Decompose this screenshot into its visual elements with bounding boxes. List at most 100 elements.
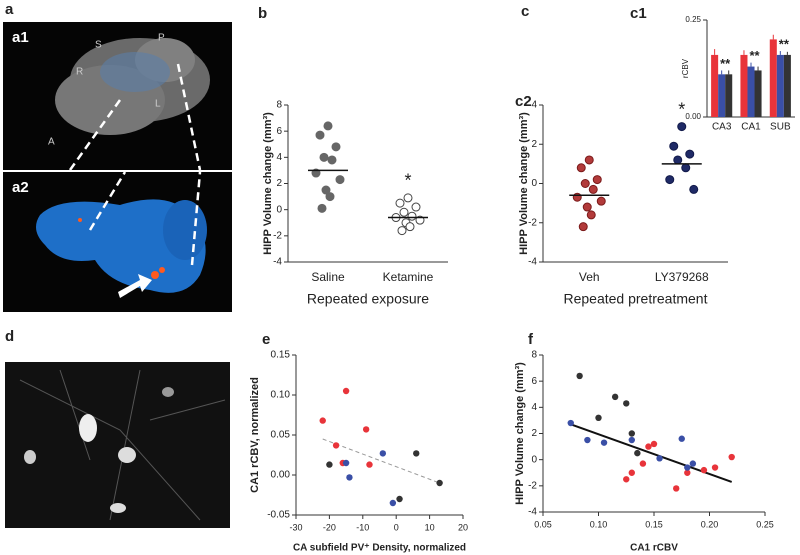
data-point xyxy=(669,141,679,151)
data-point xyxy=(389,499,397,507)
data-point xyxy=(346,474,353,481)
data-point xyxy=(567,419,574,427)
data-point xyxy=(379,450,387,457)
data-point xyxy=(611,393,619,401)
data-point xyxy=(639,460,647,467)
y-tick-label: -4 xyxy=(528,257,537,268)
y-tick-label: 0 xyxy=(531,178,537,189)
y-tick-label: 4 xyxy=(276,152,282,163)
image-annotation: S xyxy=(95,40,102,51)
image-annotation: R xyxy=(76,67,83,78)
data-point xyxy=(728,453,735,461)
image-annotation: L xyxy=(155,99,161,110)
y-tick-label: -2 xyxy=(273,230,282,241)
bar xyxy=(718,74,726,117)
data-point xyxy=(395,198,405,208)
y-axis-label: CA1 rCBV, normalized xyxy=(249,377,261,493)
y-tick-label: 6 xyxy=(531,376,537,387)
data-point xyxy=(681,163,691,173)
data-point xyxy=(586,210,596,220)
bar xyxy=(740,54,748,117)
data-point xyxy=(588,184,598,194)
data-point xyxy=(684,469,691,476)
y-tick-label: -2 xyxy=(528,217,537,228)
y-tick-label: -0.05 xyxy=(267,510,290,521)
image-annotation: P xyxy=(158,33,165,44)
bar xyxy=(769,39,777,117)
x-tick-label: SUB xyxy=(770,122,791,133)
data-point xyxy=(321,185,331,195)
y-tick-label: 2 xyxy=(276,178,282,189)
bar xyxy=(754,70,762,117)
bar xyxy=(776,54,784,117)
data-point xyxy=(397,226,407,236)
y-tick-label: 8 xyxy=(276,100,282,111)
bar xyxy=(725,74,733,117)
image-a2 xyxy=(3,171,232,312)
x-axis-label: CA subfield PV⁺ Density, normalized xyxy=(293,543,466,554)
y-axis-label: rCBV xyxy=(681,58,690,78)
panel-label: c xyxy=(521,3,529,20)
image-a1 xyxy=(3,22,232,171)
x-tick-label: 0.10 xyxy=(590,519,608,529)
data-point xyxy=(685,149,695,159)
data-point xyxy=(673,485,680,492)
trend-line xyxy=(570,423,733,483)
significance: ** xyxy=(720,56,731,71)
data-point xyxy=(407,211,417,221)
data-point xyxy=(595,414,602,421)
y-tick-label: 0.25 xyxy=(685,15,701,24)
data-point xyxy=(332,442,340,449)
data-point xyxy=(673,155,683,165)
y-tick-label: 4 xyxy=(531,100,537,111)
y-axis-label: HIPP Volume change (mm³) xyxy=(514,362,526,505)
y-tick-label: 0.05 xyxy=(271,430,291,441)
y-tick-label: 2 xyxy=(531,428,537,439)
panel-label: a xyxy=(5,1,14,18)
data-point xyxy=(578,222,588,232)
bar xyxy=(747,66,755,117)
data-point xyxy=(689,184,699,194)
data-point xyxy=(326,461,333,468)
data-point xyxy=(396,495,403,503)
data-point xyxy=(411,202,421,212)
x-tick-label: 10 xyxy=(425,522,435,532)
x-tick-label: 0.25 xyxy=(756,519,774,529)
data-point xyxy=(711,464,719,471)
data-point xyxy=(366,461,373,468)
data-point xyxy=(362,426,370,433)
data-point xyxy=(323,121,333,131)
trend-line xyxy=(322,438,440,484)
panel-label: f xyxy=(528,331,534,348)
x-axis-label: CA1 rCBV xyxy=(630,543,678,554)
data-point xyxy=(628,469,635,476)
data-point xyxy=(572,192,582,202)
data-point xyxy=(678,435,685,442)
data-point xyxy=(623,476,630,483)
x-tick-label: -20 xyxy=(323,522,336,532)
x-tick-label: -10 xyxy=(356,522,369,532)
data-point xyxy=(325,192,335,202)
data-point xyxy=(596,196,606,206)
x-tick-label: Ketamine xyxy=(383,270,434,284)
data-point xyxy=(315,130,325,140)
panel-label: a1 xyxy=(12,29,29,46)
y-tick-label: 8 xyxy=(531,350,537,361)
data-point xyxy=(628,436,635,444)
data-point xyxy=(399,207,409,217)
x-axis-label: Repeated exposure xyxy=(307,291,429,307)
data-point xyxy=(319,417,326,424)
significance: ** xyxy=(779,36,790,51)
y-tick-label: 2 xyxy=(531,139,537,150)
data-point xyxy=(331,142,341,152)
x-tick-label: LY379268 xyxy=(655,270,709,284)
x-axis-label: Repeated pretreatment xyxy=(564,291,708,307)
panel-label: c1 xyxy=(630,5,647,22)
data-point xyxy=(650,440,658,448)
x-tick-label: -30 xyxy=(289,522,302,532)
significance: * xyxy=(678,99,685,119)
data-point xyxy=(405,222,415,232)
x-tick-label: CA3 xyxy=(712,122,732,133)
y-axis-label: HIPP Volume change (mm³) xyxy=(262,112,274,255)
